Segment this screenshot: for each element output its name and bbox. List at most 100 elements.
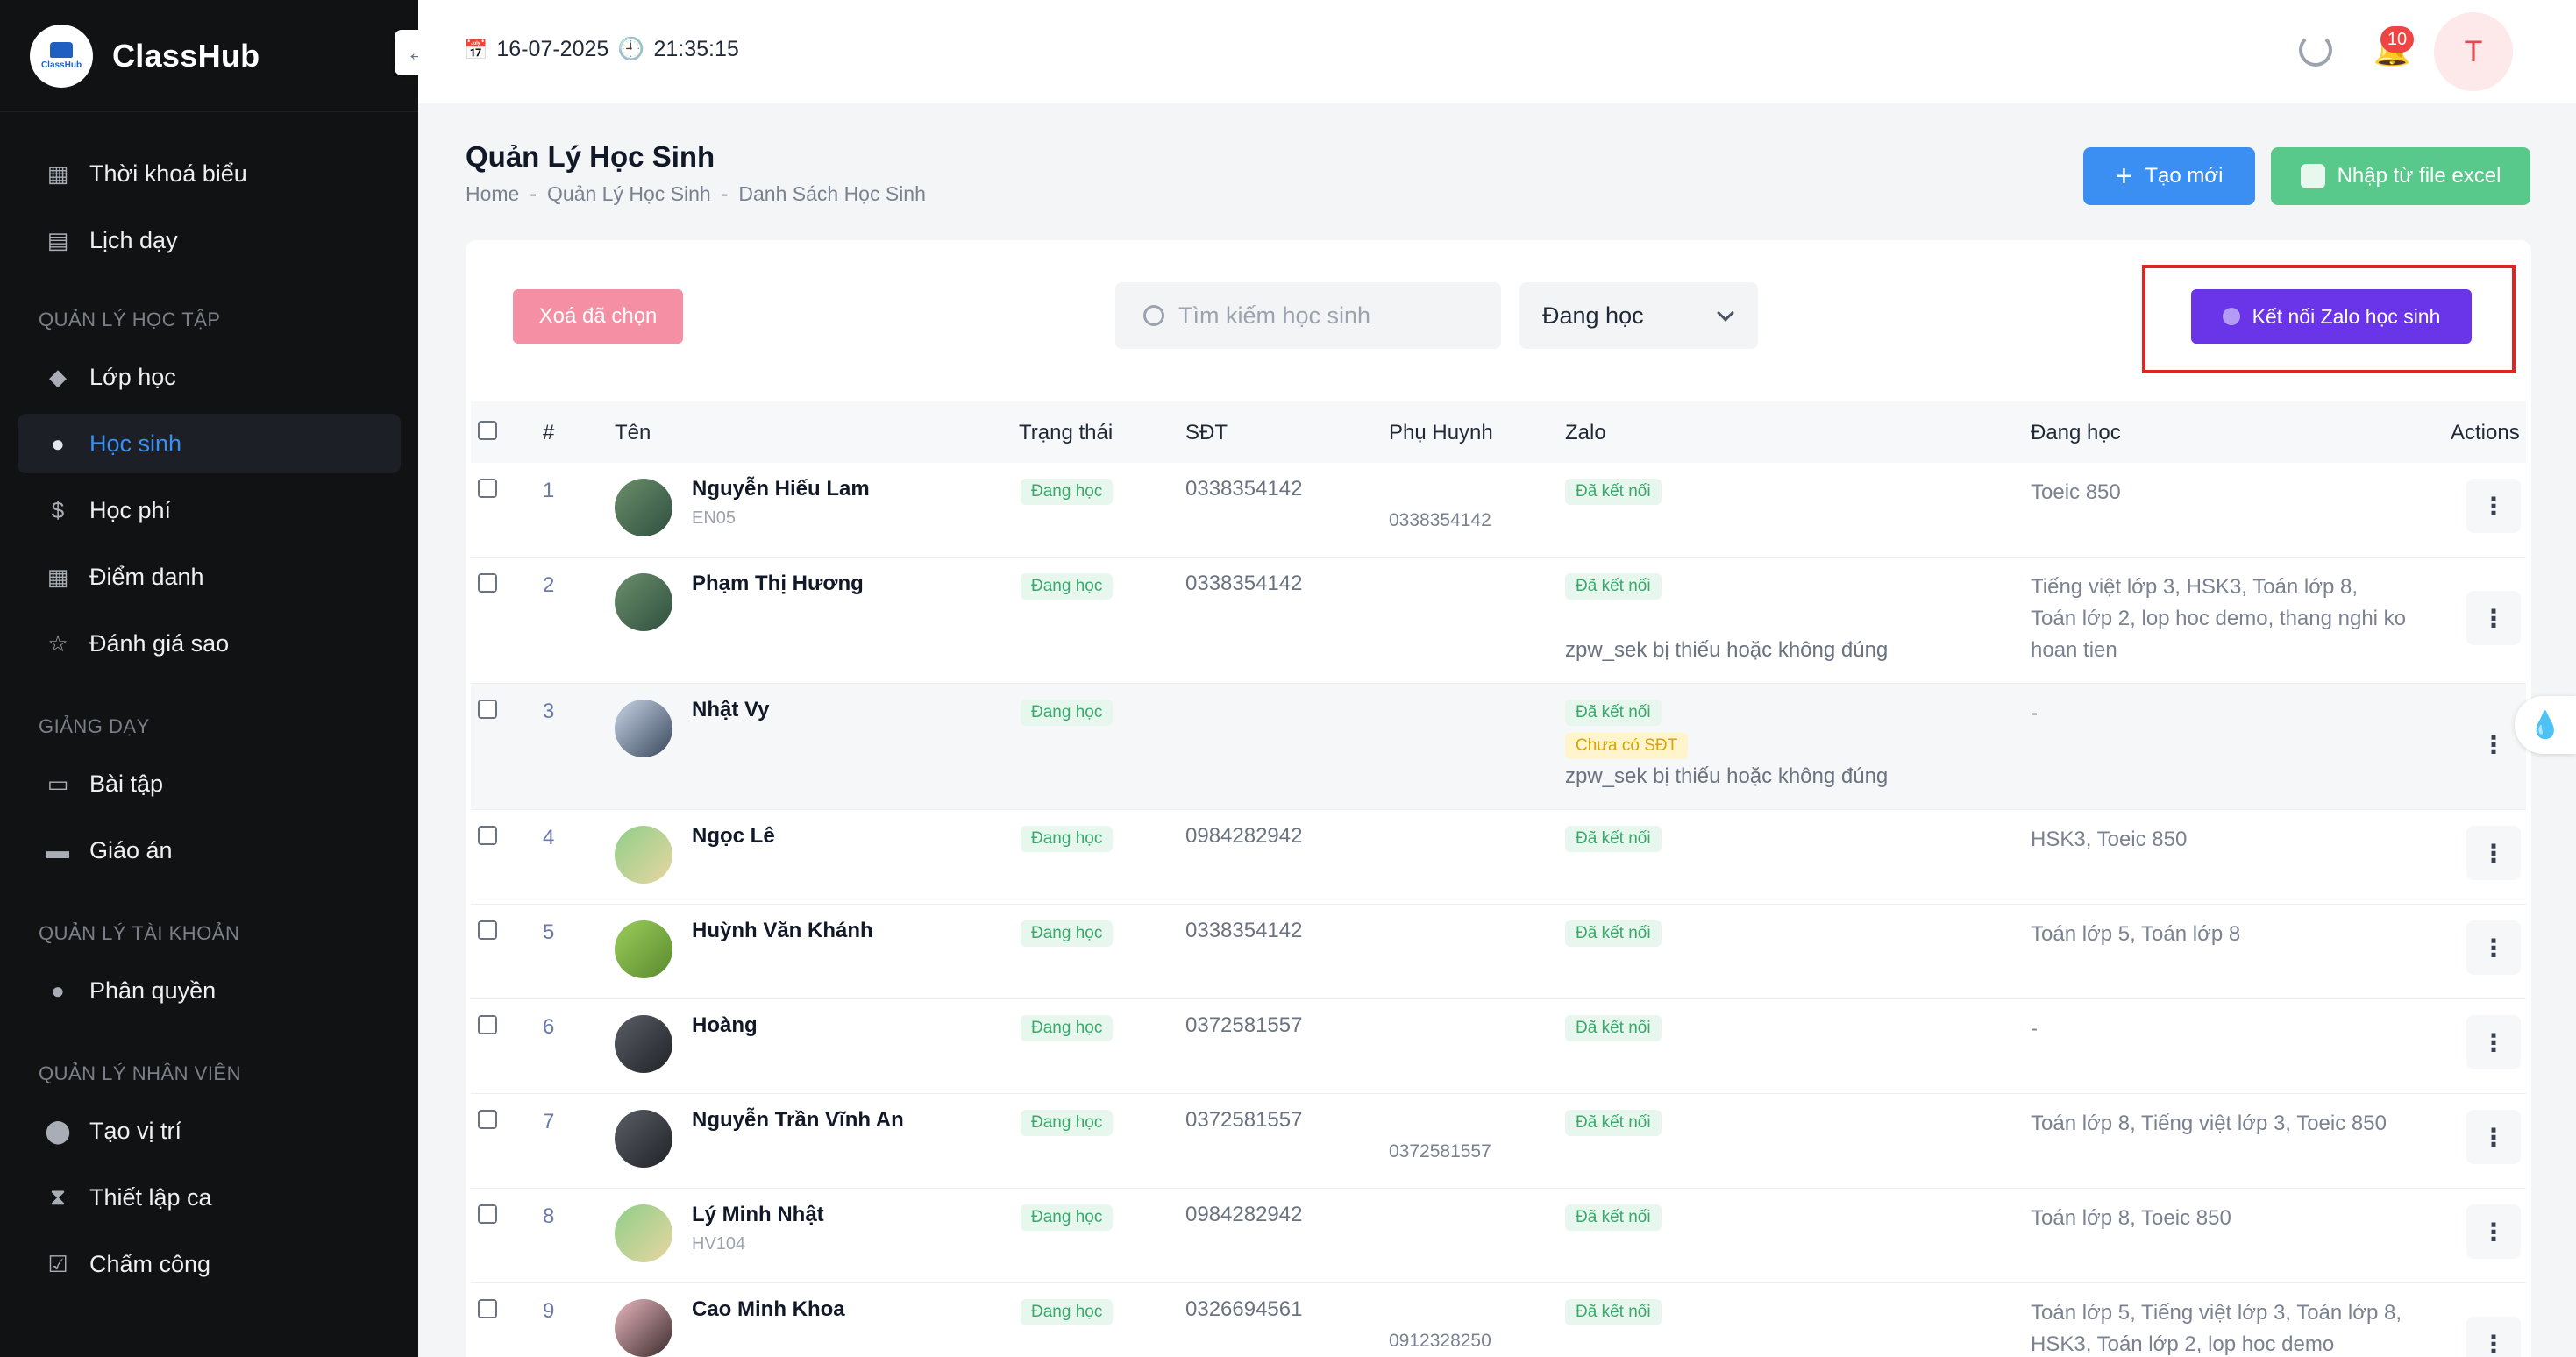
zalo-icon xyxy=(2222,308,2240,325)
row-checkbox[interactable] xyxy=(478,826,497,845)
more-vertical-icon: ⋮ xyxy=(2481,934,2506,962)
student-phone: 0326694561 xyxy=(1185,1297,1303,1321)
hourglass-icon: ⧗ xyxy=(49,1183,67,1210)
table-row[interactable]: 8 Lý Minh Nhật HV104 Đang học 0984282942 Đã k… xyxy=(471,1189,2526,1283)
student-avatar xyxy=(615,1299,672,1357)
row-index: 8 xyxy=(543,1204,555,1228)
zalo-status-badge: Đã kết nối xyxy=(1565,826,1662,852)
sidebar-item-3-1[interactable]: ⧗ Thiết lập ca xyxy=(18,1168,401,1227)
status-badge: Đang học xyxy=(1021,573,1114,600)
table-row[interactable]: 9 Cao Minh Khoa Đang học 0326694561 09123282… xyxy=(471,1283,2526,1357)
current-time: 21:35:15 xyxy=(653,37,739,61)
water-drop-icon[interactable]: 💧 xyxy=(2515,696,2576,754)
header-name[interactable]: Tên xyxy=(615,421,651,444)
student-name[interactable]: Phạm Thị Hương xyxy=(692,572,864,595)
sidebar-item-3-2[interactable]: ☑ Chấm công xyxy=(18,1234,401,1294)
breadcrumb-home[interactable]: Home xyxy=(466,182,520,205)
header-parent: Phụ Huynh xyxy=(1389,421,1493,444)
status-badge: Đang học xyxy=(1021,826,1114,852)
table-row[interactable]: 5 Huỳnh Văn Khánh Đang học 0338354142 Đã kết… xyxy=(471,905,2526,999)
studying-classes: Toán lớp 8, Toeic 850 xyxy=(2031,1206,2231,1230)
row-actions-button[interactable]: ⋮ xyxy=(2466,591,2521,645)
header-status: Trạng thái xyxy=(1019,421,1114,444)
table-row[interactable]: 1 Nguyễn Hiếu Lam EN05 Đang học 0338354142 03… xyxy=(471,463,2526,558)
row-actions-button[interactable]: ⋮ xyxy=(2466,826,2521,880)
location-pin-icon: ⬤ xyxy=(45,1117,71,1144)
student-name[interactable]: Hoàng xyxy=(692,1013,758,1037)
table-row[interactable]: 2 Phạm Thị Hương Đang học 0338354142 Đã kết … xyxy=(471,558,2526,684)
sidebar-item-label: Lịch dạy xyxy=(89,226,178,253)
table-row[interactable]: 7 Nguyễn Trần Vĩnh An Đang học 0372581557 03… xyxy=(471,1094,2526,1189)
sidebar-item-0-1[interactable]: ● Học sinh xyxy=(18,414,401,473)
row-index: 1 xyxy=(543,479,555,502)
graduation-cap-icon: ◆ xyxy=(49,363,67,390)
status-badge: Đang học xyxy=(1021,1299,1114,1325)
sidebar-item-2-0[interactable]: ● Phân quyền xyxy=(18,961,401,1020)
breadcrumb-students[interactable]: Quản Lý Học Sinh xyxy=(547,182,711,205)
sidebar-section-title: QUẢN LÝ HỌC TẬP xyxy=(39,309,221,330)
connect-zalo-button[interactable]: Kết nối Zalo học sinh xyxy=(2191,289,2472,344)
user-avatar[interactable]: T xyxy=(2434,12,2513,91)
zalo-status-badge: Đã kết nối xyxy=(1565,1110,1662,1136)
status-badge: Đang học xyxy=(1021,1110,1114,1136)
sidebar-nav: ▦ Thời khoá biểu ▤ Lịch dạy QUẢN LÝ HỌC TẬP ◆… xyxy=(0,112,418,1294)
student-name[interactable]: Cao Minh Khoa xyxy=(692,1297,845,1321)
create-student-button[interactable]: + Tạo mới xyxy=(2083,147,2255,205)
sidebar-item-3-0[interactable]: ⬤ Tạo vị trí xyxy=(18,1101,401,1161)
sidebar-item-0-2[interactable]: $ Học phí xyxy=(18,480,401,540)
select-all-checkbox[interactable] xyxy=(478,421,497,440)
breadcrumb: Home - Quản Lý Học Sinh - Danh Sách Học … xyxy=(466,182,926,206)
current-date: 16-07-2025 xyxy=(496,37,609,61)
sidebar-item-label: Thời khoá biểu xyxy=(89,160,247,187)
row-actions-button[interactable]: ⋮ xyxy=(2466,479,2521,533)
loading-icon xyxy=(2299,33,2332,67)
student-avatar xyxy=(615,826,672,884)
import-excel-button[interactable]: Nhập từ file excel xyxy=(2271,147,2530,205)
sidebar-item-label: Học phí xyxy=(89,496,172,523)
row-checkbox[interactable] xyxy=(478,700,497,719)
row-checkbox[interactable] xyxy=(478,920,497,940)
sidebar: ClassHub ClassHub ▦ Thời khoá biểu ▤ Lịch d… xyxy=(0,0,418,1357)
sidebar-item-top-0[interactable]: ▦ Thời khoá biểu xyxy=(18,144,401,203)
student-phone: 0984282942 xyxy=(1185,824,1303,848)
student-name[interactable]: Huỳnh Văn Khánh xyxy=(692,919,873,942)
row-checkbox[interactable] xyxy=(478,479,497,498)
zalo-error-text: zpw_sek bị thiếu hoặc không đúng xyxy=(1565,764,1889,788)
row-checkbox[interactable] xyxy=(478,1299,497,1318)
sidebar-item-top-1[interactable]: ▤ Lịch dạy xyxy=(18,210,401,270)
search-input[interactable] xyxy=(1178,302,1494,330)
sidebar-item-label: Tạo vị trí xyxy=(89,1117,182,1144)
sidebar-item-0-4[interactable]: ☆ Đánh giá sao xyxy=(18,614,401,673)
row-actions-button[interactable]: ⋮ xyxy=(2466,920,2521,975)
student-name[interactable]: Lý Minh Nhật xyxy=(692,1203,824,1226)
student-name[interactable]: Nguyễn Hiếu Lam xyxy=(692,477,870,501)
table-row[interactable]: 3 Nhật Vy Đang học Đã kết nối Chưa có SĐT zpw… xyxy=(471,684,2526,810)
sidebar-item-0-3[interactable]: ▦ Điểm danh xyxy=(18,547,401,607)
sidebar-item-1-0[interactable]: ▭ Bài tập xyxy=(18,754,401,813)
sidebar-item-label: Phân quyền xyxy=(89,977,217,1004)
delete-selected-button[interactable]: Xoá đã chọn xyxy=(513,289,683,344)
row-actions-button[interactable]: ⋮ xyxy=(2466,1015,2521,1069)
row-actions-button[interactable]: ⋮ xyxy=(2466,717,2521,771)
student-name[interactable]: Ngọc Lê xyxy=(692,824,775,848)
row-actions-button[interactable]: ⋮ xyxy=(2466,1204,2521,1259)
table-row[interactable]: 6 Hoàng Đang học 0372581557 Đã kết nối - ⋮ xyxy=(471,999,2526,1094)
row-actions-button[interactable]: ⋮ xyxy=(2466,1110,2521,1164)
sidebar-item-label: Chấm công xyxy=(89,1250,211,1277)
students-table: # Tên Trạng thái SĐT Phụ Huynh Zalo Đang… xyxy=(471,401,2526,1357)
row-checkbox[interactable] xyxy=(478,1110,497,1129)
row-checkbox[interactable] xyxy=(478,1015,497,1034)
brand[interactable]: ClassHub ClassHub xyxy=(0,0,418,112)
student-avatar xyxy=(615,920,672,978)
row-actions-button[interactable]: ⋮ xyxy=(2466,1317,2521,1357)
row-checkbox[interactable] xyxy=(478,573,497,593)
classhub-logo-icon: ClassHub xyxy=(30,24,93,88)
status-filter-select[interactable]: Đang học xyxy=(1519,282,1758,349)
sidebar-item-1-1[interactable]: ▬ Giáo án xyxy=(18,821,401,880)
student-name[interactable]: Nhật Vy xyxy=(692,698,770,721)
student-phone: 0984282942 xyxy=(1185,1203,1303,1226)
row-checkbox[interactable] xyxy=(478,1204,497,1224)
table-row[interactable]: 4 Ngọc Lê Đang học 0984282942 Đã kết nối HSK3… xyxy=(471,810,2526,905)
sidebar-item-0-0[interactable]: ◆ Lớp học xyxy=(18,347,401,407)
student-name[interactable]: Nguyễn Trần Vĩnh An xyxy=(692,1108,904,1132)
